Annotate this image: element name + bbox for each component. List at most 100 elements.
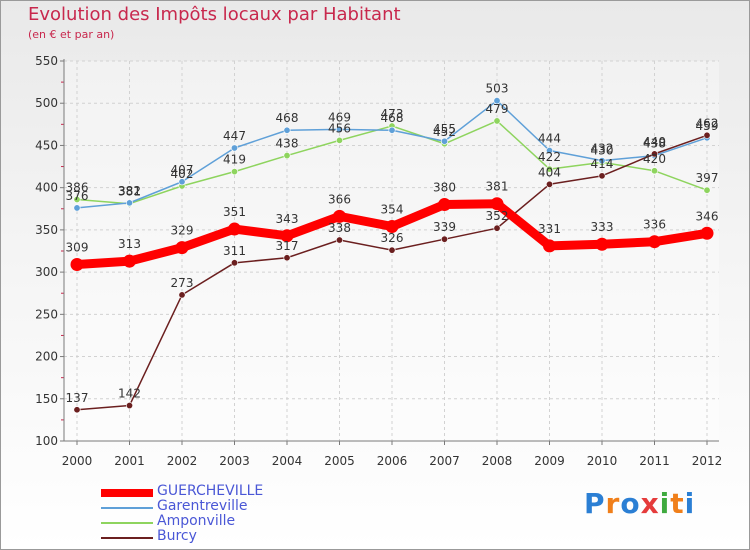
x-tick-label: 2006 xyxy=(377,454,408,468)
data-point-guercheville xyxy=(543,239,556,253)
legend-swatch-burcy xyxy=(101,537,153,539)
data-label-guercheville: 329 xyxy=(171,224,194,238)
data-point-amponville xyxy=(73,195,81,203)
x-tick-label: 2011 xyxy=(639,454,670,468)
x-tick-label: 2002 xyxy=(167,454,198,468)
data-label-amponville: 419 xyxy=(223,153,246,167)
data-point-garentreville xyxy=(283,126,291,134)
data-point-amponville xyxy=(231,168,239,176)
data-label-burcy: 352 xyxy=(486,209,509,223)
data-point-burcy xyxy=(598,172,606,180)
data-point-garentreville xyxy=(598,157,606,165)
data-label-burcy: 137 xyxy=(66,391,89,405)
data-point-burcy xyxy=(231,259,239,267)
x-tick-label: 2007 xyxy=(429,454,460,468)
data-label-garentreville: 444 xyxy=(538,132,561,146)
data-label-guercheville: 354 xyxy=(381,203,404,217)
x-tick-label: 2010 xyxy=(587,454,618,468)
data-label-burcy: 326 xyxy=(381,231,404,245)
data-label-guercheville: 346 xyxy=(696,209,719,223)
data-label-garentreville: 459 xyxy=(696,119,719,133)
data-label-amponville: 402 xyxy=(171,167,194,181)
data-label-amponville: 386 xyxy=(66,180,89,194)
logo-letter: i xyxy=(659,487,671,520)
data-label-garentreville: 376 xyxy=(66,189,89,203)
y-tick-label: 250 xyxy=(35,307,58,321)
x-tick-label: 2001 xyxy=(114,454,145,468)
data-point-burcy xyxy=(650,150,658,158)
legend-swatch-garentreville xyxy=(101,507,153,509)
y-tick-label: 450 xyxy=(35,138,58,152)
y-tick-label: 350 xyxy=(35,223,58,237)
data-point-guercheville xyxy=(333,209,346,223)
data-point-burcy xyxy=(126,402,134,410)
data-label-garentreville: 455 xyxy=(433,122,456,136)
data-point-guercheville xyxy=(438,198,451,212)
chart-data-labels: 386 381 402 419 438 456 473 452 479 422 430 420 397 3… xyxy=(66,82,719,405)
x-tick-label: 2009 xyxy=(534,454,565,468)
data-label-burcy: 414 xyxy=(591,157,614,171)
data-point-burcy xyxy=(493,224,501,232)
data-label-garentreville: 407 xyxy=(171,163,194,177)
data-label-amponville: 452 xyxy=(433,125,456,139)
chart-subtitle: (en € et par an) xyxy=(28,28,115,41)
data-label-guercheville: 313 xyxy=(118,237,141,251)
data-point-garentreville xyxy=(126,199,134,207)
data-point-burcy xyxy=(73,406,81,414)
data-label-amponville: 473 xyxy=(381,107,404,121)
data-label-burcy: 404 xyxy=(538,165,561,179)
data-point-guercheville xyxy=(648,235,661,249)
y-tick-label: 500 xyxy=(35,96,58,110)
data-point-guercheville xyxy=(595,237,609,251)
x-tick-label: 2003 xyxy=(219,454,250,468)
data-point-garentreville xyxy=(335,125,343,133)
data-point-guercheville xyxy=(70,258,84,272)
data-label-guercheville: 343 xyxy=(276,212,299,226)
data-point-burcy xyxy=(178,291,186,299)
logo-letter: x xyxy=(640,487,660,520)
y-tick-label: 150 xyxy=(35,392,58,406)
x-tick-label: 2004 xyxy=(272,454,303,468)
data-label-amponville: 430 xyxy=(591,143,614,157)
y-tick-label: 400 xyxy=(35,181,58,195)
data-label-guercheville: 351 xyxy=(223,205,246,219)
data-point-amponville xyxy=(493,117,501,125)
data-label-guercheville: 331 xyxy=(538,222,561,236)
data-label-burcy: 440 xyxy=(643,135,666,149)
y-tick-label: 100 xyxy=(35,434,58,448)
logo-letter: o xyxy=(620,487,641,520)
data-point-burcy xyxy=(283,254,291,262)
data-label-amponville: 422 xyxy=(538,150,561,164)
data-point-guercheville xyxy=(123,254,136,268)
data-label-amponville: 397 xyxy=(696,171,719,185)
data-point-garentreville xyxy=(388,126,396,134)
data-point-garentreville xyxy=(545,147,553,155)
data-label-garentreville: 468 xyxy=(381,111,404,125)
y-tick-label: 300 xyxy=(35,265,58,279)
data-label-garentreville: 469 xyxy=(328,110,351,124)
data-point-amponville xyxy=(650,167,658,175)
data-label-burcy: 338 xyxy=(328,221,351,235)
data-point-burcy xyxy=(545,180,553,188)
data-point-burcy xyxy=(440,235,448,243)
logo-letter: P xyxy=(584,487,606,520)
x-tick-label: 2008 xyxy=(482,454,513,468)
data-point-guercheville xyxy=(280,229,294,243)
data-point-garentreville xyxy=(493,97,501,105)
data-point-guercheville xyxy=(700,226,714,240)
data-label-burcy: 462 xyxy=(696,116,719,130)
data-point-garentreville xyxy=(440,137,448,145)
x-tick-label: 2005 xyxy=(324,454,355,468)
data-label-guercheville: 333 xyxy=(591,220,614,234)
logo-letter: r xyxy=(605,487,621,520)
data-point-garentreville xyxy=(231,144,239,152)
chart-series xyxy=(70,97,714,414)
data-point-burcy xyxy=(388,246,396,254)
logo-letter: t xyxy=(670,487,685,520)
data-label-amponville: 420 xyxy=(643,152,666,166)
data-label-burcy: 339 xyxy=(433,220,456,234)
data-label-burcy: 311 xyxy=(223,244,246,258)
legend-label-guercheville: GUERCHEVILLE xyxy=(157,483,264,499)
chart-title: Evolution des Impôts locaux par Habitant xyxy=(28,4,401,25)
